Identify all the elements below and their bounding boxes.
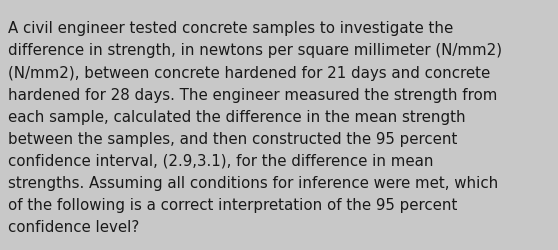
Text: (N/mm2), between concrete hardened for 21 days and concrete: (N/mm2), between concrete hardened for 2… <box>8 65 490 80</box>
Text: hardened for 28 days. The engineer measured the strength from: hardened for 28 days. The engineer measu… <box>8 87 497 102</box>
Text: strengths. Assuming all conditions for inference were met, which: strengths. Assuming all conditions for i… <box>8 175 498 190</box>
Text: each sample, calculated the difference in the mean strength: each sample, calculated the difference i… <box>8 109 465 124</box>
Text: confidence interval, (2.9,3.1), for the difference in mean: confidence interval, (2.9,3.1), for the … <box>8 153 434 168</box>
Text: between the samples, and then constructed the 95 percent: between the samples, and then constructe… <box>8 131 457 146</box>
Text: of the following is a correct interpretation of the 95 percent: of the following is a correct interpreta… <box>8 197 457 212</box>
Text: difference in strength, in newtons per square millimeter (N/mm2): difference in strength, in newtons per s… <box>8 43 502 58</box>
Text: confidence level?: confidence level? <box>8 219 139 234</box>
Text: A civil engineer tested concrete samples to investigate the: A civil engineer tested concrete samples… <box>8 21 453 36</box>
